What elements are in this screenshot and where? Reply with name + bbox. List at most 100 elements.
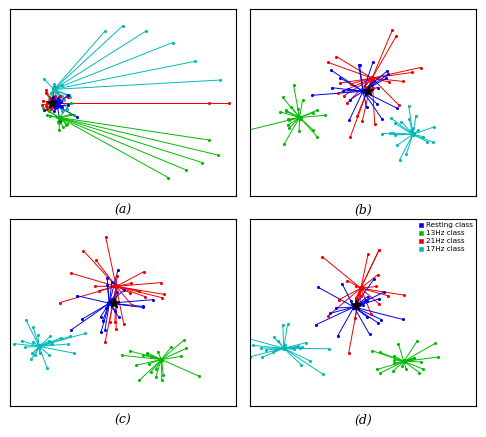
Point — [279, 321, 287, 328]
Point — [287, 103, 295, 110]
Point — [149, 296, 156, 303]
Point — [296, 344, 304, 351]
Point — [143, 350, 151, 357]
Point — [335, 296, 343, 303]
Point — [36, 349, 44, 356]
Point — [139, 304, 147, 311]
Point — [303, 339, 311, 346]
Point — [103, 274, 111, 281]
Point — [350, 303, 358, 310]
Point — [47, 95, 54, 102]
Point — [297, 361, 305, 368]
Point — [50, 94, 57, 101]
Point — [147, 354, 155, 361]
Point — [56, 114, 64, 121]
Point — [28, 350, 36, 357]
Text: (c): (c) — [115, 414, 131, 427]
Point — [310, 127, 317, 134]
Point — [346, 117, 353, 124]
Point — [27, 356, 35, 363]
Point — [48, 97, 55, 104]
Text: (a): (a) — [114, 204, 132, 217]
Point — [147, 369, 155, 376]
Point — [43, 364, 51, 371]
Point — [332, 53, 340, 60]
Point — [158, 376, 166, 383]
Point — [269, 348, 277, 355]
Point — [334, 90, 342, 97]
Point — [118, 352, 125, 359]
Point — [359, 88, 367, 95]
Point — [95, 287, 103, 294]
Point — [67, 99, 75, 106]
Point — [73, 292, 81, 299]
Point — [48, 341, 56, 348]
Point — [374, 271, 382, 278]
Point — [325, 345, 332, 352]
Point — [91, 283, 99, 290]
Point — [295, 127, 303, 134]
Point — [326, 310, 333, 317]
Point — [35, 343, 43, 350]
Point — [423, 138, 431, 145]
Point — [126, 289, 134, 296]
Point — [367, 86, 375, 93]
Point — [312, 321, 320, 328]
Point — [262, 347, 270, 354]
Point — [373, 283, 381, 290]
Point — [296, 114, 304, 121]
Point — [346, 97, 353, 104]
Point — [64, 340, 72, 347]
Point — [141, 293, 149, 300]
Point — [128, 301, 136, 308]
Point — [113, 273, 121, 280]
Point — [430, 124, 437, 131]
Point — [67, 327, 74, 334]
Point — [373, 366, 381, 373]
Point — [53, 101, 61, 108]
Point — [54, 118, 62, 125]
Point — [328, 84, 336, 91]
Point — [391, 132, 399, 139]
Point — [298, 344, 306, 351]
Point — [402, 150, 410, 157]
Point — [352, 302, 360, 309]
Point — [62, 121, 70, 128]
Point — [50, 94, 58, 101]
Point — [70, 350, 78, 357]
Point — [35, 344, 43, 351]
Point — [339, 87, 347, 94]
Point — [405, 102, 413, 109]
Point — [47, 95, 55, 102]
Point — [352, 299, 360, 306]
Point — [103, 305, 110, 312]
Point — [334, 332, 342, 339]
Point — [415, 127, 422, 134]
Point — [45, 351, 53, 358]
Point — [182, 166, 190, 173]
Point — [359, 283, 367, 290]
Point — [55, 96, 63, 103]
Point — [30, 338, 37, 345]
Point — [364, 298, 371, 305]
Point — [140, 268, 148, 275]
Point — [395, 101, 403, 108]
Point — [381, 288, 388, 295]
Point — [271, 347, 279, 354]
Point — [332, 305, 340, 312]
Point — [42, 90, 50, 97]
Point — [410, 354, 418, 361]
Point — [361, 83, 368, 90]
Point — [68, 270, 75, 277]
Point — [362, 297, 369, 304]
Point — [17, 337, 25, 344]
Point — [50, 86, 58, 93]
Point — [375, 300, 383, 307]
Point — [114, 266, 122, 273]
Point — [258, 354, 266, 361]
Point — [246, 353, 254, 360]
Point — [409, 69, 417, 76]
Point — [46, 113, 53, 120]
Point — [48, 99, 55, 106]
Point — [45, 96, 53, 103]
